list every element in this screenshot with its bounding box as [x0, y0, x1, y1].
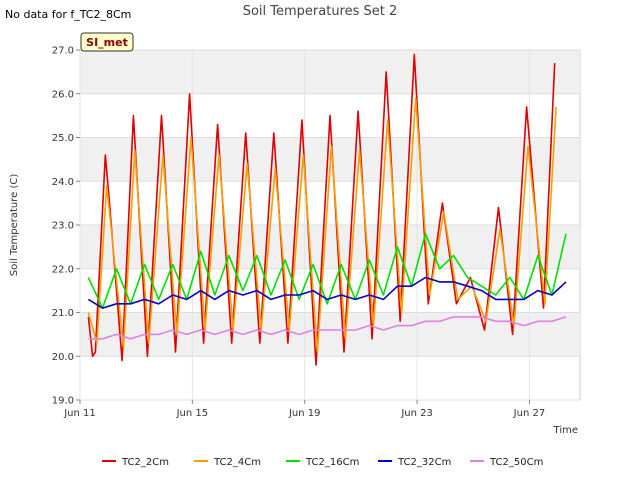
y-tick-label: 24.0	[52, 177, 74, 188]
x-tick-label: Jun 23	[400, 408, 433, 419]
y-tick-label: 23.0	[52, 221, 74, 232]
legend-item: TC2_4Cm	[194, 457, 261, 468]
plot-area	[79, 49, 581, 401]
y-tick-label: 20.0	[52, 352, 74, 363]
legend: TC2_2Cm TC2_4Cm TC2_16Cm TC2_32Cm TC2_50Cm	[102, 457, 543, 468]
series-line-tc2-50cm	[88, 316, 567, 340]
series-line-tc2-16cm	[87, 232, 567, 309]
y-tick-label: 25.0	[52, 133, 74, 144]
legend-label: TC2_32Cm	[397, 457, 451, 468]
site-badge-box	[80, 32, 134, 52]
site-badge-label: SI_met	[86, 36, 128, 49]
grid-band	[80, 312, 580, 357]
series-line-tc2-32cm	[87, 276, 567, 309]
legend-item: TC2_16Cm	[286, 457, 359, 468]
y-tick-label: 22.0	[52, 264, 74, 275]
y-axis: 19.0 20.0 21.0 22.0 23.0 24.0 25.0 26.0 27.0	[52, 46, 80, 407]
grid-band	[80, 50, 580, 94]
y-tick-label: 19.0	[52, 396, 74, 407]
site-badge: SI_met	[80, 32, 134, 52]
x-axis: Jun 11 Jun 15 Jun 19 Jun 23 Jun 27	[63, 400, 545, 419]
legend-item: TC2_32Cm	[378, 457, 451, 468]
y-tick-label: 21.0	[52, 308, 74, 319]
legend-item: TC2_50Cm	[470, 457, 543, 468]
x-tick-label: Jun 11	[63, 408, 96, 419]
chart-title: Soil Temperatures Set 2	[243, 4, 398, 19]
x-axis-label: Time	[553, 425, 578, 436]
no-data-note: No data for f_TC2_8Cm	[5, 8, 131, 21]
legend-item: TC2_2Cm	[102, 457, 169, 468]
series-line-tc2-4cm	[87, 97, 557, 353]
legend-label: TC2_50Cm	[489, 457, 543, 468]
legend-label: TC2_4Cm	[213, 457, 261, 468]
legend-label: TC2_2Cm	[121, 457, 169, 468]
x-tick-label: Jun 27	[513, 408, 546, 419]
x-tick-label: Jun 15	[176, 408, 209, 419]
y-tick-label: 26.0	[52, 89, 74, 100]
series-line-tc2-2cm	[87, 53, 556, 366]
y-tick-label: 27.0	[52, 46, 74, 57]
x-tick-label: Jun 19	[288, 408, 321, 419]
legend-label: TC2_16Cm	[305, 457, 359, 468]
y-axis-label: Soil Temperature (C)	[9, 174, 20, 277]
